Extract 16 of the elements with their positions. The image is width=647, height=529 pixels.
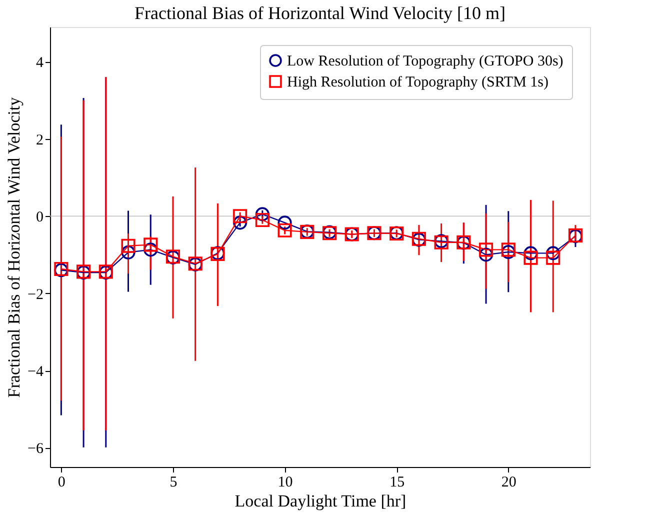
x-tick-label: 10 (278, 474, 293, 490)
y-tick-label: −4 (28, 364, 44, 380)
chart-title: Fractional Bias of Horizontal Wind Velocity [10 m] (134, 3, 506, 23)
y-tick-label: 4 (36, 55, 44, 72)
x-tick-label: 15 (390, 474, 405, 490)
y-tick-label: −2 (28, 286, 44, 303)
x-tick-label: 0 (58, 474, 66, 490)
y-tick-label: −6 (28, 441, 44, 458)
y-tick-label: 0 (36, 210, 44, 226)
x-axis-title: Local Daylight Time [hr] (234, 492, 406, 510)
legend-label: High Resolution of Topography (SRTM 1s) (287, 74, 549, 90)
y-tick-label: 2 (36, 132, 44, 148)
x-tick-label: 5 (170, 474, 178, 490)
legend-label: Low Resolution of Topography (GTOPO 30s) (287, 54, 564, 70)
x-tick-label: 20 (501, 474, 516, 490)
y-axis-title: Fractional Bias of Horizontal Wind Velocity (4, 96, 24, 398)
